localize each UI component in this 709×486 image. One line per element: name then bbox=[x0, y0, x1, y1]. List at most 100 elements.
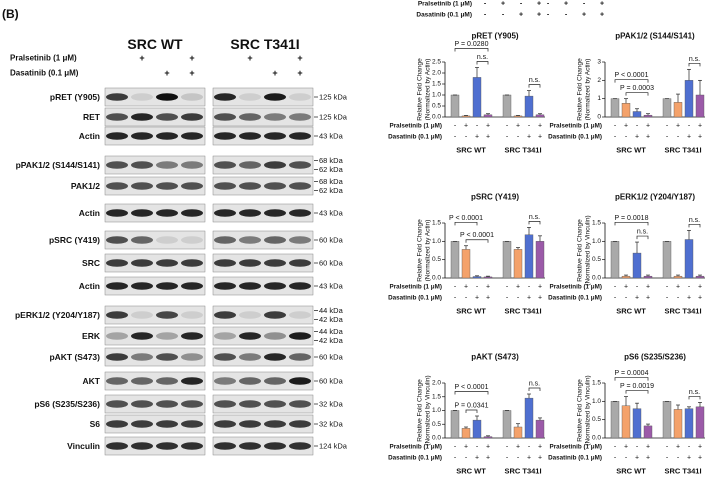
treatment-sign: - bbox=[454, 295, 457, 302]
blot-band bbox=[239, 282, 261, 290]
blot-band bbox=[214, 236, 236, 244]
treatment-sign: - bbox=[688, 123, 691, 130]
blot-strip bbox=[104, 371, 206, 391]
kda-label: 60 kDa bbox=[319, 377, 344, 386]
bar bbox=[502, 241, 512, 279]
blot-row-label: PAK1/2 bbox=[71, 181, 100, 191]
treatment-sign: - bbox=[625, 295, 628, 302]
blot-band bbox=[131, 93, 153, 101]
y-tick-label: 0.5 bbox=[592, 256, 601, 263]
treatment-sign: + bbox=[676, 284, 680, 291]
significance-label: P < 0.0001 bbox=[455, 384, 489, 391]
kda-label: 43 kDa bbox=[319, 209, 344, 218]
treatment-sign: + bbox=[624, 444, 628, 451]
significance-bracket bbox=[465, 239, 489, 243]
blot-band bbox=[131, 311, 153, 319]
y-tick-label: 2.0 bbox=[432, 70, 441, 77]
significance-label: n.s. bbox=[689, 389, 700, 396]
blot-band bbox=[131, 332, 153, 340]
blot-band bbox=[264, 93, 286, 101]
bar bbox=[695, 94, 705, 118]
kda-label: 43 kDa bbox=[319, 132, 344, 141]
blot-strip bbox=[104, 305, 206, 325]
treatment-sign: + bbox=[624, 123, 628, 130]
significance-label: n.s. bbox=[477, 54, 488, 61]
treatment-label: Dasatinib (0.1 μM) bbox=[10, 69, 79, 78]
treatment-sign: - bbox=[666, 455, 669, 462]
treatment-sign: + bbox=[297, 68, 302, 78]
treatment-sign: - bbox=[666, 123, 669, 130]
blot-band bbox=[181, 93, 203, 101]
blot-band bbox=[181, 259, 203, 267]
chart-title: pSRC (Y419) bbox=[471, 193, 519, 202]
treatment-sign: - bbox=[476, 123, 479, 130]
treatment-sign: - bbox=[517, 295, 520, 302]
treatment-sign: - bbox=[528, 284, 531, 291]
blot-band bbox=[181, 442, 203, 450]
blot-band bbox=[214, 332, 236, 340]
treatment-sign: - bbox=[636, 123, 639, 130]
bar bbox=[450, 94, 460, 118]
group-label: SRC T341I bbox=[504, 467, 541, 476]
treatment-sign: - bbox=[528, 123, 531, 130]
blot-band bbox=[239, 93, 261, 101]
significance-bracket bbox=[625, 390, 649, 394]
treatment-sign: - bbox=[454, 284, 457, 291]
kda-label: 42 kDa bbox=[319, 336, 344, 345]
treatment-sign: + bbox=[475, 134, 479, 141]
blot-band bbox=[289, 182, 311, 190]
treatment-sign: - bbox=[465, 134, 468, 141]
group-label: SRC WT bbox=[456, 146, 486, 155]
blot-strip bbox=[212, 371, 314, 391]
bar bbox=[684, 80, 694, 118]
y-tick-label: 0.0 bbox=[592, 275, 601, 282]
treatment-label: Pralsetinib (1 μM) bbox=[550, 284, 603, 291]
treatment-sign: + bbox=[272, 68, 277, 78]
blot-band bbox=[214, 400, 236, 408]
blot-band bbox=[214, 161, 236, 169]
treatment-label: Pralsetinib (1 μM) bbox=[10, 54, 77, 63]
blot-band bbox=[239, 311, 261, 319]
significance-label: n.s. bbox=[529, 214, 540, 221]
blot-band bbox=[106, 353, 128, 361]
y-tick-label: 1.5 bbox=[432, 393, 441, 400]
blot-band bbox=[239, 161, 261, 169]
blot-band bbox=[131, 400, 153, 408]
blot-strip bbox=[212, 305, 314, 325]
blot-column-header: SRC WT bbox=[127, 36, 183, 52]
y-axis-label: Relative Fold Change bbox=[577, 219, 584, 282]
blot-band bbox=[156, 282, 178, 290]
blot-band bbox=[239, 420, 261, 428]
treatment-sign: + bbox=[635, 134, 639, 141]
panel-label: (B) bbox=[2, 7, 19, 21]
treatment-sign: + bbox=[646, 134, 650, 141]
treatment-sign: + bbox=[164, 68, 169, 78]
blot-band bbox=[264, 311, 286, 319]
treatment-sign: - bbox=[502, 12, 505, 19]
bar bbox=[632, 111, 642, 118]
y-tick-label: 0.5 bbox=[432, 421, 441, 428]
significance-label: P < 0.0001 bbox=[449, 215, 483, 222]
y-axis-label: (Normalized by Vinculin) bbox=[585, 215, 592, 285]
bar bbox=[673, 409, 683, 439]
kda-label: 42 kDa bbox=[319, 315, 344, 324]
bar bbox=[502, 94, 512, 118]
blot-band bbox=[239, 259, 261, 267]
bar bbox=[632, 252, 642, 279]
treatment-sign: - bbox=[666, 284, 669, 291]
treatment-sign: + bbox=[635, 295, 639, 302]
blot-band bbox=[289, 353, 311, 361]
bar bbox=[461, 428, 471, 439]
y-axis-label: Relative Fold Change bbox=[577, 379, 584, 442]
bar bbox=[695, 275, 705, 279]
blot-band bbox=[264, 236, 286, 244]
blot-band bbox=[181, 420, 203, 428]
kda-label: 125 kDa bbox=[319, 93, 348, 102]
blot-band bbox=[289, 377, 311, 385]
treatment-sign: + bbox=[139, 53, 144, 63]
treatment-label: Pralsetinib (1 μM) bbox=[390, 284, 443, 291]
blot-strip bbox=[212, 107, 314, 127]
treatment-label: Pralsetinib (1 μM) bbox=[390, 444, 443, 451]
blot-band bbox=[289, 236, 311, 244]
bar bbox=[610, 401, 620, 439]
